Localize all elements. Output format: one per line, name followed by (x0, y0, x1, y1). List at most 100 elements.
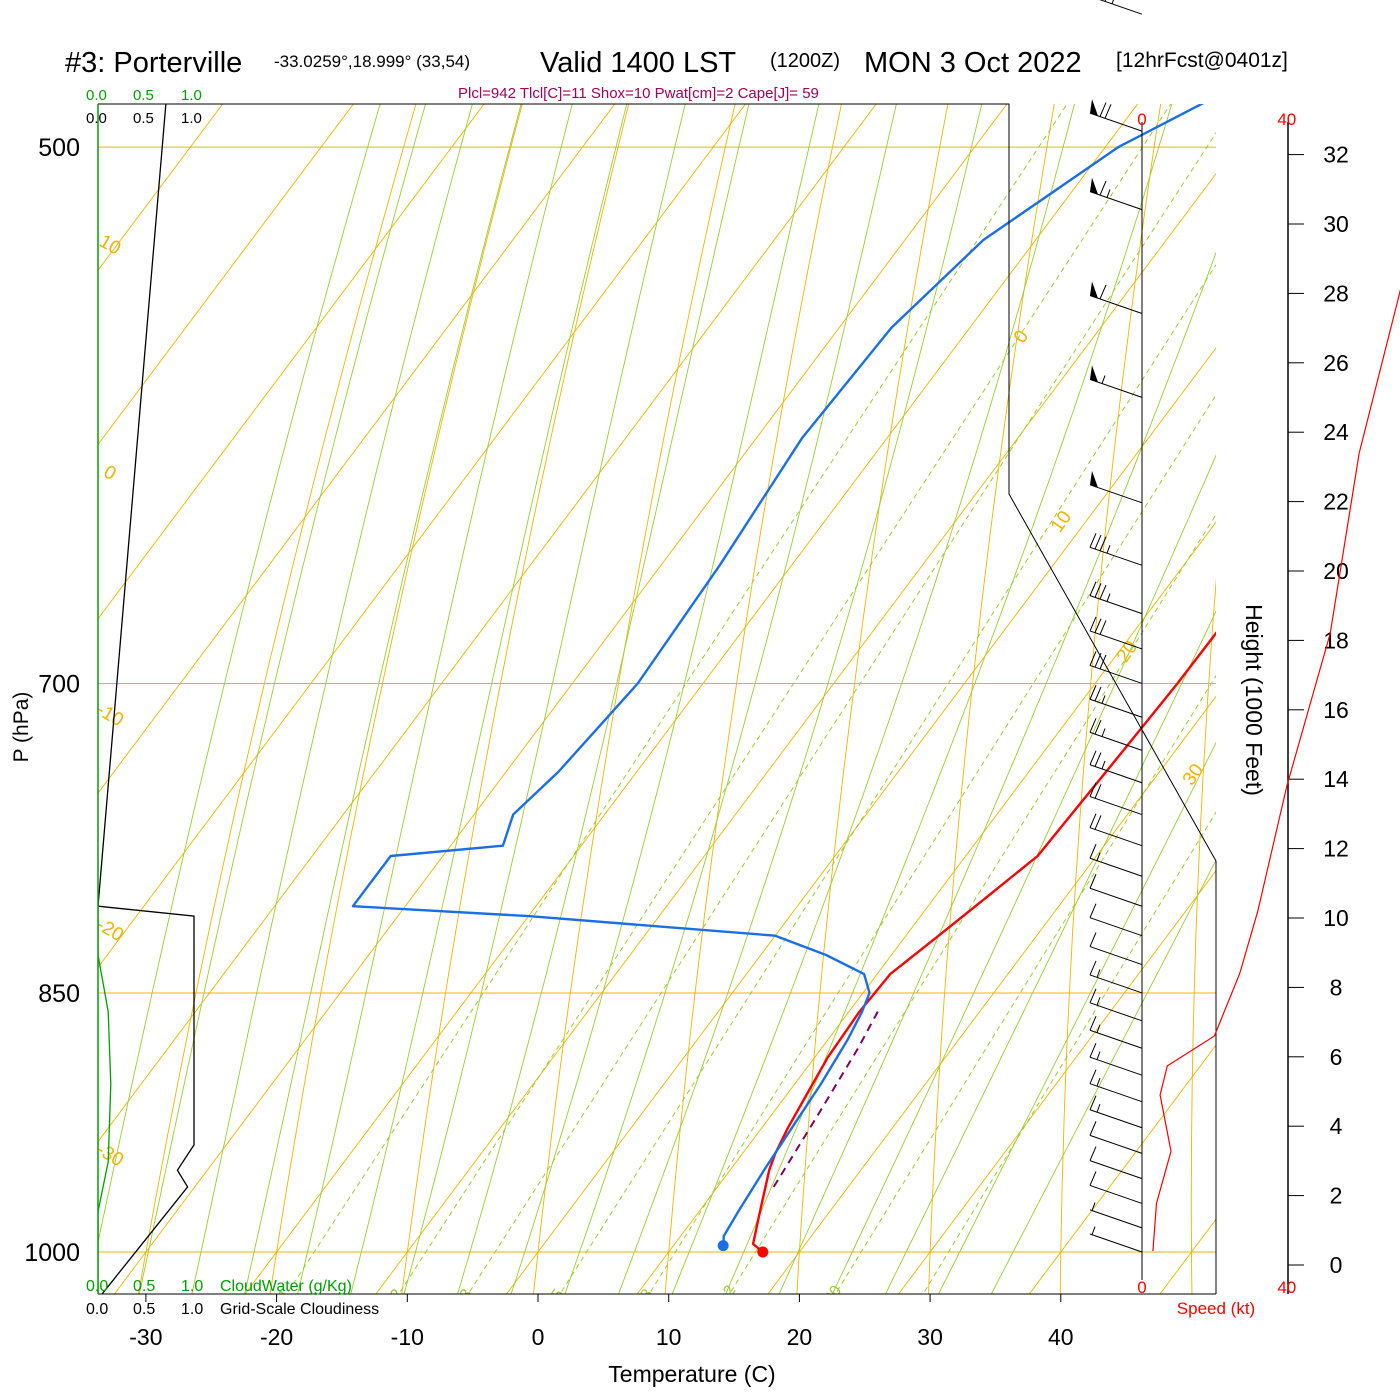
barb-staff (1089, 664, 1143, 684)
barb-flag (1094, 815, 1102, 830)
moist-adiabat-line (244, 104, 522, 1294)
isotherm-label: 10 (1047, 507, 1076, 536)
dry-adiabat-line (928, 104, 1055, 1294)
barb-staff (1089, 1233, 1143, 1253)
axes: -30-20-100102030402503004005007008501000 (24, 134, 1073, 1350)
speed-tick-label-top: 0 (1137, 110, 1146, 129)
isotherm-line (0, 0, 545, 1345)
moist-adiabat-line (510, 104, 820, 1294)
barb-flag (1089, 960, 1097, 976)
height-axis-title: Height (1000 Feet) (1241, 604, 1267, 796)
wind-barb (1089, 1121, 1143, 1154)
moist-adiabat-line (191, 104, 473, 1294)
isotherm-line (98, 104, 616, 794)
wind-barb (1089, 874, 1143, 907)
chart-title-valid: Valid 1400 LST (540, 47, 736, 79)
barb-staff (1089, 1134, 1143, 1154)
barb-flag (1099, 536, 1107, 551)
isotherm-line (898, 870, 1216, 1294)
mixing-ratio-line (467, 131, 1216, 1294)
isotherm-line (98, 104, 224, 272)
sounding-profiles (98, 104, 1216, 1294)
wind-barb (1089, 903, 1143, 937)
wind-barb (1089, 932, 1143, 966)
mixing-ratio-label: 12 (715, 1283, 739, 1307)
wind-barb (1099, 0, 1143, 15)
barb-flag (1099, 620, 1107, 635)
chart-title-forecast: [12hrFcst@0401z] (1116, 49, 1288, 72)
isotherm-line (98, 104, 877, 1143)
barb-flag (1089, 903, 1097, 918)
mixing-ratio-line (834, 674, 1216, 1294)
moist-adiabat-line (564, 104, 897, 1294)
barb-flag (1089, 932, 1097, 947)
barb-staff (1089, 1083, 1143, 1103)
barb-flag (1099, 180, 1107, 196)
surface-temperature-point (757, 1246, 769, 1258)
x-tick-label: 0 (532, 1324, 545, 1350)
height-tick-label: 24 (1323, 419, 1349, 445)
isotherm-line (113, 104, 1008, 1294)
wind-barb (1089, 1202, 1143, 1229)
barb-staff (1089, 595, 1143, 615)
height-tick-label: 0 (1330, 1252, 1343, 1278)
barb-staff (1089, 191, 1143, 211)
barb-flag (1094, 583, 1102, 598)
wind-barb (1089, 99, 1143, 132)
moist-adiabat-line (138, 104, 427, 1294)
mixing-ratio-label: 1 (275, 1286, 294, 1303)
bottom-cw-tick-0: 0.0 (86, 1278, 108, 1295)
moist-adiabat-line (831, 454, 1216, 1294)
stability-indices: Plcl=942 Tlcl[C]=11 Shox=10 Pwat[cm]=2 C… (458, 85, 819, 102)
barb-staff (1089, 484, 1143, 504)
barb-flag (1094, 784, 1102, 799)
barb-half-flag (1096, 997, 1101, 1006)
dewpoint-line (351, 104, 1205, 1246)
dry-adiabat-line (796, 104, 949, 1294)
speed-tick-label-bottom: 0 (1137, 1278, 1146, 1297)
barb-staff (1089, 796, 1143, 816)
dry-adiabat-line (1190, 577, 1216, 1294)
barb-half-flag (1091, 1202, 1096, 1211)
barb-pennant (1090, 470, 1098, 488)
barb-flag (1089, 1146, 1097, 1161)
speed-tick-label-bottom: 40 (1277, 1278, 1296, 1297)
moist-adiabat-line (937, 741, 1216, 1294)
barb-flag (1089, 988, 1097, 1004)
barb-half-flag (1101, 728, 1106, 737)
mixing-ratio-line (559, 263, 1216, 1294)
barb-flag (1094, 534, 1102, 550)
y-tick-label: 850 (38, 980, 80, 1008)
moist-adiabat-line (778, 251, 1216, 1294)
wind-barb (1089, 365, 1143, 398)
mixing-ratio-label: 8 (638, 1286, 657, 1303)
isotherm-label: 10 (95, 231, 124, 260)
cloud-water-line (98, 906, 112, 1294)
barb-staff (1089, 974, 1143, 994)
y-tick-label: 500 (38, 134, 80, 162)
barb-staff (1089, 887, 1143, 907)
parcel-line (772, 1011, 879, 1188)
surface-dewpoint-point (717, 1240, 729, 1252)
plot-frame (98, 103, 1217, 1295)
barb-staff (1089, 764, 1143, 784)
wind-barb (1089, 470, 1143, 504)
barb-half-flag (1101, 760, 1106, 770)
chart-title-station: #3: Porterville (65, 47, 242, 79)
height-tick-label: 12 (1323, 836, 1349, 862)
wind-barb (1089, 782, 1143, 816)
bottom-cl-tick-2: 1.0 (181, 1301, 203, 1318)
barb-flag (1089, 782, 1097, 797)
moist-adiabat-line (725, 104, 1173, 1294)
barb-flag (1089, 1171, 1097, 1186)
mixing-ratio-label: 2 (387, 1286, 406, 1303)
height-tick-label: 2 (1330, 1183, 1343, 1209)
barb-flag (1094, 686, 1102, 702)
x-tick-label: 30 (917, 1324, 943, 1350)
moist-adiabat-line (884, 610, 1216, 1294)
barb-flag (1099, 654, 1107, 670)
y-tick-label: 1000 (24, 1239, 80, 1267)
height-tick-label: 8 (1330, 974, 1343, 1000)
